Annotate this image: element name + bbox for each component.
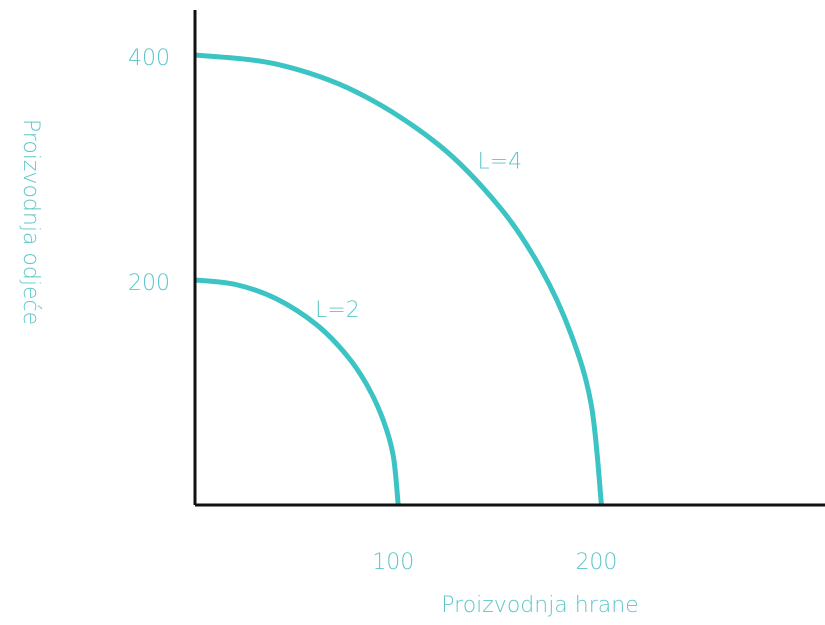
x-axis-label: Proizvodnja hrane (441, 593, 638, 618)
series-label: L=4 (477, 149, 522, 174)
curve (194, 52, 604, 506)
curve (194, 277, 401, 506)
y-tick-label: 400 (128, 46, 170, 71)
x-tick-label: 100 (372, 550, 414, 575)
series-label: L=2 (315, 298, 360, 323)
x-tick-label: 200 (575, 550, 617, 575)
y-axis-label: Proizvodnja odjeće (18, 119, 43, 325)
y-tick-label: 200 (128, 271, 170, 296)
